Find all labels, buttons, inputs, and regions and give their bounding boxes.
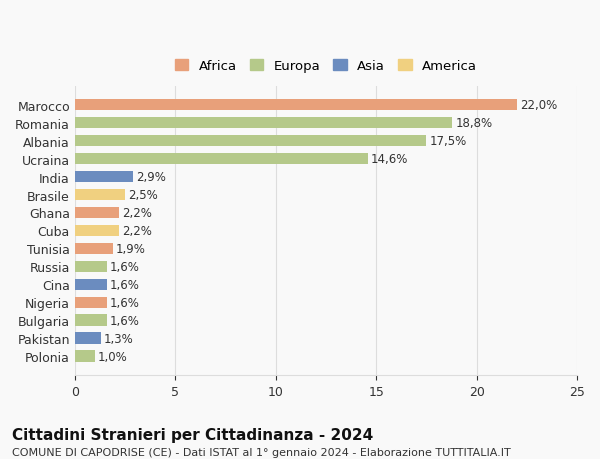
Bar bbox=[75, 207, 119, 219]
Text: 2,5%: 2,5% bbox=[128, 189, 158, 202]
Bar bbox=[75, 135, 427, 147]
Text: 1,9%: 1,9% bbox=[116, 242, 146, 255]
Text: 1,6%: 1,6% bbox=[110, 278, 140, 291]
Bar bbox=[75, 225, 119, 237]
Text: 1,6%: 1,6% bbox=[110, 260, 140, 273]
Text: 2,9%: 2,9% bbox=[136, 171, 166, 184]
Bar bbox=[75, 243, 113, 255]
Bar bbox=[75, 279, 107, 291]
Text: 1,3%: 1,3% bbox=[104, 332, 134, 345]
Bar bbox=[75, 118, 452, 129]
Text: 1,6%: 1,6% bbox=[110, 296, 140, 309]
Bar bbox=[75, 297, 107, 308]
Bar bbox=[75, 189, 125, 201]
Bar bbox=[75, 153, 368, 165]
Bar bbox=[75, 261, 107, 273]
Text: 14,6%: 14,6% bbox=[371, 153, 409, 166]
Bar bbox=[75, 315, 107, 326]
Text: 2,2%: 2,2% bbox=[122, 207, 152, 219]
Text: 1,6%: 1,6% bbox=[110, 314, 140, 327]
Text: 2,2%: 2,2% bbox=[122, 224, 152, 237]
Text: Cittadini Stranieri per Cittadinanza - 2024: Cittadini Stranieri per Cittadinanza - 2… bbox=[12, 427, 373, 442]
Text: 22,0%: 22,0% bbox=[520, 99, 557, 112]
Text: 17,5%: 17,5% bbox=[430, 135, 467, 148]
Text: 1,0%: 1,0% bbox=[98, 350, 128, 363]
Legend: Africa, Europa, Asia, America: Africa, Europa, Asia, America bbox=[171, 56, 481, 77]
Bar bbox=[75, 171, 133, 183]
Bar bbox=[75, 100, 517, 111]
Text: 18,8%: 18,8% bbox=[455, 117, 493, 130]
Bar bbox=[75, 351, 95, 362]
Bar bbox=[75, 333, 101, 344]
Text: COMUNE DI CAPODRISE (CE) - Dati ISTAT al 1° gennaio 2024 - Elaborazione TUTTITAL: COMUNE DI CAPODRISE (CE) - Dati ISTAT al… bbox=[12, 448, 511, 458]
